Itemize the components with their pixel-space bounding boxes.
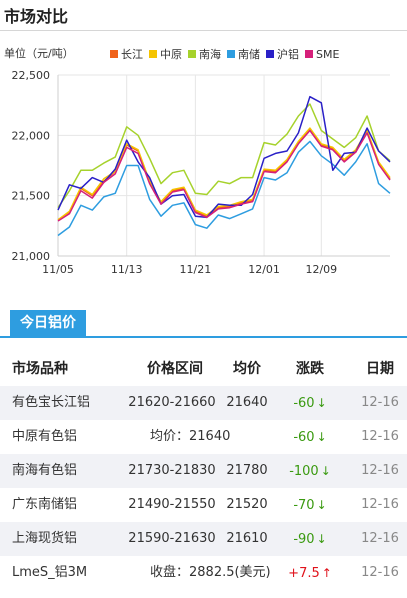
x-tick-label: 11/13	[111, 263, 143, 276]
down-arrow-icon: ↓	[316, 396, 327, 410]
y-tick-label: 22,500	[12, 69, 51, 82]
market-comparison-chart: 单位（元/吨） 长江 中原 南海 南储 沪铝 SME 22,500 22,000 2…	[0, 34, 407, 296]
row-price-range: 21620-21660	[128, 395, 216, 410]
legend-item-changjiang[interactable]: 长江	[110, 46, 143, 62]
y-tick-label: 21,500	[12, 190, 51, 203]
row-market[interactable]: 上海现货铝	[12, 531, 78, 546]
change-value: +7.5	[288, 566, 320, 581]
down-arrow-icon: ↓	[316, 430, 327, 444]
series-line	[57, 127, 391, 221]
row-change: +7.5 ↑	[280, 556, 340, 590]
legend-item-sme[interactable]: SME	[305, 46, 339, 62]
legend-label: 沪铝	[277, 48, 299, 61]
table-row: 中原有色铝 均价：21640 -60 ↓ 12-16	[0, 420, 407, 454]
series-line	[57, 95, 391, 219]
chart-unit-label: 单位（元/吨）	[4, 47, 74, 60]
legend-label: 长江	[121, 48, 143, 61]
row-average: 21610	[226, 531, 268, 546]
row-date: 12-16	[361, 429, 399, 444]
row-average-merged: 均价：21640	[150, 429, 231, 444]
row-market[interactable]: LmeS_铝3M	[12, 565, 88, 580]
tab-today-aluminum-price[interactable]: 今日铝价	[10, 310, 86, 336]
legend-label: 南海	[199, 48, 221, 61]
change-value: -70	[293, 498, 315, 513]
row-price-range: 21590-21630	[128, 531, 216, 546]
table-row: 南海有色铝 21730-21830 21780 -100 ↓ 12-16	[0, 454, 407, 488]
header-change: 涨跌	[296, 361, 324, 377]
up-arrow-icon: ↑	[321, 566, 332, 580]
legend-swatch	[149, 50, 157, 58]
legend-label: 中原	[160, 48, 182, 61]
today-price-header: 今日铝价	[0, 310, 407, 338]
down-arrow-icon: ↓	[320, 464, 331, 478]
row-change: -60 ↓	[280, 420, 340, 454]
change-value: -100	[289, 464, 319, 479]
change-value: -90	[293, 532, 315, 547]
row-price-range: 21490-21550	[128, 497, 216, 512]
row-close-merged: 收盘：2882.5(美元)	[150, 565, 271, 580]
row-change: -70 ↓	[280, 488, 340, 522]
series-line	[57, 140, 391, 237]
table-row: LmeS_铝3M 收盘：2882.5(美元) +7.5 ↑ 12-16	[0, 556, 407, 590]
today-header-rule	[0, 336, 407, 338]
row-average: 21640	[226, 395, 268, 410]
series-line	[57, 103, 391, 209]
header-date: 日期	[366, 361, 394, 377]
x-tick-label: 12/01	[248, 263, 280, 276]
chart-legend: 长江 中原 南海 南储 沪铝 SME	[110, 46, 339, 62]
page-title: 市场对比	[4, 7, 69, 26]
row-date: 12-16	[361, 497, 399, 512]
legend-swatch	[227, 50, 235, 58]
header-price-range: 价格区间	[147, 361, 203, 377]
row-market[interactable]: 广东南储铝	[12, 497, 78, 512]
legend-swatch	[266, 50, 274, 58]
legend-swatch	[110, 50, 118, 58]
legend-item-zhongyuan[interactable]: 中原	[149, 46, 182, 62]
title-divider	[0, 30, 407, 31]
down-arrow-icon: ↓	[316, 532, 327, 546]
row-date: 12-16	[361, 395, 399, 410]
change-value: -60	[293, 430, 315, 445]
row-average: 21780	[226, 463, 268, 478]
row-change: -60 ↓	[280, 386, 340, 420]
row-market[interactable]: 中原有色铝	[12, 429, 78, 444]
price-table: 市场品种 价格区间 均价 涨跌 日期 有色宝长江铝 21620-21660 21…	[0, 352, 407, 590]
legend-label: 南储	[238, 48, 260, 61]
header-average: 均价	[233, 361, 261, 377]
y-tick-label: 22,000	[12, 129, 51, 142]
legend-item-hulv[interactable]: 沪铝	[266, 46, 299, 62]
x-tick-label: 11/05	[42, 263, 74, 276]
row-market[interactable]: 南海有色铝	[12, 463, 78, 478]
table-header-row: 市场品种 价格区间 均价 涨跌 日期	[0, 352, 407, 386]
row-change: -100 ↓	[280, 454, 340, 488]
table-row: 广东南储铝 21490-21550 21520 -70 ↓ 12-16	[0, 488, 407, 522]
table-row: 有色宝长江铝 21620-21660 21640 -60 ↓ 12-16	[0, 386, 407, 420]
legend-item-nanhai[interactable]: 南海	[188, 46, 221, 62]
row-average: 21520	[226, 497, 268, 512]
table-row: 上海现货铝 21590-21630 21610 -90 ↓ 12-16	[0, 522, 407, 556]
down-arrow-icon: ↓	[316, 498, 327, 512]
change-value: -60	[293, 396, 315, 411]
row-date: 12-16	[361, 463, 399, 478]
legend-swatch	[188, 50, 196, 58]
legend-label: SME	[316, 47, 340, 61]
row-date: 12-16	[361, 565, 399, 580]
row-change: -90 ↓	[280, 522, 340, 556]
row-price-range: 21730-21830	[128, 463, 216, 478]
row-market[interactable]: 有色宝长江铝	[12, 395, 91, 410]
series-line	[57, 129, 391, 222]
legend-item-nanchu[interactable]: 南储	[227, 46, 260, 62]
y-tick-label: 21,000	[12, 250, 51, 263]
row-date: 12-16	[361, 531, 399, 546]
x-tick-label: 12/09	[305, 263, 337, 276]
legend-swatch	[305, 50, 313, 58]
header-market: 市场品种	[12, 361, 68, 377]
x-tick-label: 11/21	[180, 263, 212, 276]
